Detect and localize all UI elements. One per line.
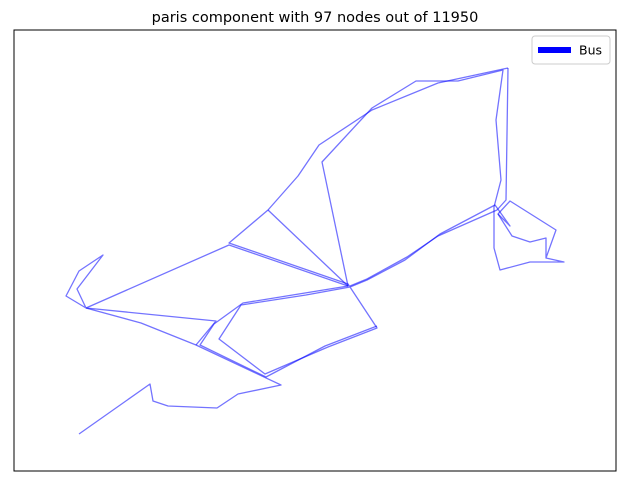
bus-route-edge (199, 285, 378, 378)
bus-route-edge (349, 67, 509, 287)
plot-title: paris component with 97 nodes out of 119… (152, 10, 479, 26)
legend: Bus (531, 35, 611, 65)
bus-route-edge (85, 307, 217, 346)
bus-route-edge (267, 209, 349, 287)
bus-route-edge (65, 69, 565, 435)
network-edges (65, 67, 565, 435)
axes-frame (13, 29, 617, 472)
legend-label-bus: Bus (579, 43, 602, 58)
bus-route-edge (218, 67, 511, 375)
